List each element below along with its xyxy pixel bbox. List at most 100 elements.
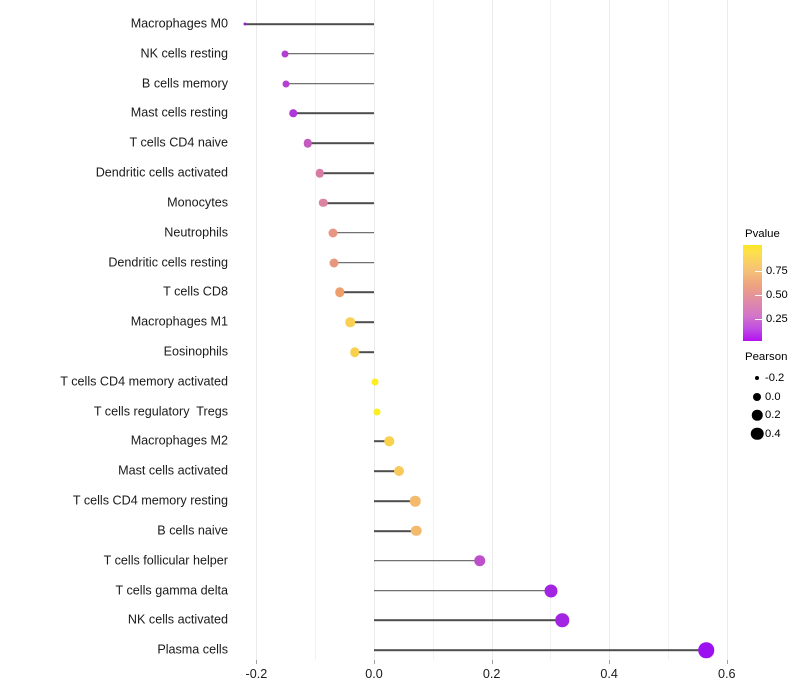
- lollipop-stem: [319, 172, 374, 174]
- lollipop-stem: [354, 351, 374, 353]
- colorbar-tick-label: 0.50: [766, 288, 788, 301]
- size-legend-label: -0.2: [765, 372, 785, 384]
- x-axis-tick-label: 0.2: [482, 667, 501, 681]
- gridline-minor: [668, 0, 669, 660]
- x-axis-tick-label: -0.2: [245, 667, 268, 681]
- x-axis-tick: [374, 660, 375, 664]
- lollipop-point[interactable]: [243, 22, 247, 26]
- lollipop-stem: [323, 202, 374, 204]
- lollipop-stem: [307, 142, 374, 145]
- y-axis-label: T cells CD4 memory activated: [60, 374, 228, 389]
- colorbar-tick: [755, 318, 762, 320]
- lollipop-stem: [333, 231, 374, 234]
- colorbar-tick-label: 0.75: [766, 264, 788, 277]
- lollipop-point[interactable]: [474, 555, 486, 567]
- lollipop-stem: [374, 589, 551, 592]
- y-axis-label: Macrophages M2: [130, 433, 228, 448]
- size-legend-label: 0.0: [765, 390, 781, 403]
- gridline-major: [374, 0, 375, 660]
- lollipop-point[interactable]: [384, 436, 395, 447]
- size-legend-title: Pearson: [745, 351, 788, 363]
- gridline-major: [726, 0, 728, 660]
- x-axis-tick-label: 0.6: [718, 667, 736, 681]
- gridline-minor: [315, 0, 317, 660]
- size-legend-dot: [755, 376, 759, 380]
- lollipop-stem: [374, 649, 707, 652]
- x-axis-tick-label: 0.0: [365, 667, 383, 681]
- lollipop-point[interactable]: [335, 287, 345, 298]
- lollipop-point[interactable]: [281, 50, 289, 58]
- y-axis-label: Mast cells resting: [130, 105, 228, 120]
- y-axis-label: Neutrophils: [164, 225, 228, 240]
- x-axis-tick: [726, 660, 728, 664]
- y-axis-labels: Macrophages M0 NK cells resting B cells me…: [0, 0, 228, 700]
- colorbar-tick-label: 0.25: [766, 312, 788, 325]
- lollipop-point[interactable]: [411, 525, 422, 537]
- lollipop-stem: [374, 500, 416, 502]
- x-axis-tick: [609, 660, 611, 664]
- colorbar-tick: [755, 294, 762, 296]
- gridline-major: [491, 0, 493, 660]
- y-axis-label: Dendritic cells activated: [95, 165, 228, 180]
- lollipop-point[interactable]: [349, 347, 360, 357]
- lollipop-point[interactable]: [315, 168, 325, 178]
- lollipop-point[interactable]: [282, 80, 290, 88]
- lollipop-stem: [285, 82, 374, 85]
- x-axis-tick: [256, 660, 258, 664]
- lollipop-point[interactable]: [289, 109, 298, 118]
- lollipop-stem: [374, 619, 563, 622]
- lollipop-point[interactable]: [409, 495, 421, 507]
- lollipop-point[interactable]: [371, 378, 379, 386]
- lollipop-stem: [339, 291, 374, 294]
- y-axis-label: Eosinophils: [163, 344, 228, 359]
- lollipop-stem: [374, 440, 390, 443]
- y-axis-label: T cells CD4 memory resting: [72, 493, 228, 508]
- gridline-major: [609, 0, 611, 660]
- size-legend-dot: [751, 409, 763, 421]
- pvalue-colorbar: [743, 245, 762, 341]
- gridline-major: [256, 0, 258, 660]
- lollipop-point[interactable]: [544, 584, 558, 598]
- y-axis-label: T cells regulatory Tregs: [93, 404, 228, 419]
- lollipop-point[interactable]: [698, 642, 714, 658]
- lollipop-point[interactable]: [345, 317, 356, 327]
- y-axis-label: B cells memory: [141, 76, 228, 91]
- y-axis-label: Dendritic cells resting: [108, 255, 228, 270]
- y-axis-label: Plasma cells: [157, 642, 228, 657]
- colorbar-title: Pvalue: [745, 228, 780, 240]
- lollipop-stem: [374, 470, 400, 473]
- lollipop-point[interactable]: [328, 228, 338, 238]
- lollipop-point[interactable]: [373, 408, 381, 416]
- lollipop-point[interactable]: [394, 466, 405, 477]
- lollipop-stem: [374, 530, 417, 532]
- y-axis-label: Macrophages M0: [130, 16, 228, 31]
- y-axis-label: T cells gamma delta: [115, 583, 228, 598]
- y-axis-label: NK cells resting: [140, 46, 229, 61]
- y-axis-label: Monocytes: [167, 195, 228, 210]
- size-legend-label: 0.2: [765, 409, 781, 421]
- lollipop-stem: [245, 23, 374, 25]
- y-axis-label: B cells naive: [157, 523, 228, 538]
- colorbar-tick: [755, 270, 762, 272]
- size-legend-label: 0.4: [765, 427, 781, 440]
- plot-panel: [233, 0, 731, 660]
- gridline-minor: [550, 0, 552, 660]
- x-axis-tick: [491, 660, 493, 664]
- lollipop-point[interactable]: [329, 258, 339, 268]
- lollipop-point[interactable]: [303, 139, 312, 148]
- lollipop-stem: [374, 559, 480, 562]
- lollipop-stem: [334, 261, 374, 264]
- lollipop-stem: [284, 53, 374, 55]
- x-axis: -0.2 0.0 0.2 0.4 0.6: [233, 660, 736, 700]
- lollipop-point[interactable]: [555, 613, 569, 628]
- legend-panel: Pvalue 0.75 0.50 0.25 Pearson -0.2 0.0 0.2 0.…: [741, 0, 800, 700]
- y-axis-label: Mast cells activated: [118, 463, 228, 478]
- y-axis-label: T cells CD8: [163, 284, 228, 299]
- y-axis-label: T cells follicular helper: [103, 553, 228, 568]
- lollipop-point[interactable]: [319, 198, 328, 208]
- size-legend-dot: [750, 427, 764, 440]
- y-axis-label: Macrophages M1: [130, 314, 228, 329]
- gridline-minor: [432, 0, 434, 660]
- y-axis-label: NK cells activated: [127, 612, 228, 627]
